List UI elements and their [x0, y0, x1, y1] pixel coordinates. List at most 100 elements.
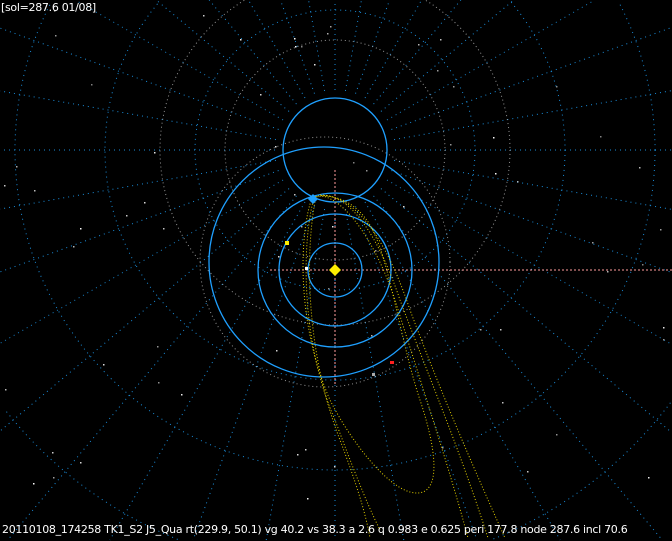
meteor-trails [302, 194, 506, 539]
star [275, 146, 277, 148]
grid-spoke [0, 179, 284, 344]
star [375, 250, 377, 252]
grid-spoke [192, 206, 315, 541]
star [660, 229, 662, 231]
star [4, 185, 6, 187]
stars [4, 10, 665, 500]
grid-spoke [380, 188, 672, 434]
grid-spoke [208, 0, 297, 105]
star [157, 346, 159, 348]
star [276, 350, 278, 352]
star [126, 215, 128, 217]
grid-ring [3, 408, 178, 540]
star [328, 288, 330, 290]
star [301, 226, 303, 228]
star [314, 64, 316, 66]
star [418, 44, 420, 46]
star [34, 190, 36, 192]
grid-spoke [364, 0, 423, 99]
star [500, 329, 502, 331]
star [203, 15, 205, 17]
grid-spoke [279, 0, 315, 94]
star [642, 264, 644, 266]
grid-spoke [74, 0, 284, 121]
star [260, 94, 262, 96]
star [353, 162, 355, 164]
planet-orbits [208, 97, 440, 378]
star [663, 339, 665, 341]
grid-spoke [394, 90, 672, 141]
star [55, 35, 57, 37]
grid-spoke [386, 179, 672, 346]
star [592, 242, 594, 244]
star [527, 471, 529, 473]
grid-spoke [364, 201, 561, 541]
grid-ring [619, 4, 656, 150]
star [158, 382, 160, 384]
grid-spoke [308, 0, 326, 91]
grid-spoke [7, 195, 297, 541]
star [495, 173, 497, 175]
star [556, 86, 558, 88]
star [437, 70, 439, 72]
star [54, 10, 56, 12]
star [297, 454, 299, 456]
white-body-marker [305, 267, 308, 270]
grid-spoke [0, 159, 276, 210]
star [600, 136, 602, 138]
grid-spoke [355, 206, 478, 541]
star [648, 477, 650, 479]
star [73, 246, 75, 248]
planet-icon [308, 194, 318, 204]
star [517, 181, 519, 183]
star [639, 167, 641, 169]
grid-spoke [109, 201, 306, 541]
star [366, 170, 368, 172]
star [52, 452, 54, 454]
status-line: 20110108_174258 TK1_S2 J5_Qua rt(229.9, … [2, 523, 628, 536]
star [607, 271, 609, 273]
grid-spoke [373, 0, 462, 105]
red-body-marker [390, 361, 394, 364]
grid-spoke [344, 0, 362, 91]
star [301, 46, 303, 48]
star [278, 256, 280, 258]
star [33, 483, 35, 485]
gray-body-marker [372, 373, 375, 376]
sun-icon [329, 264, 341, 276]
star [53, 477, 55, 479]
star [403, 206, 405, 208]
star [305, 449, 307, 451]
grid-spoke [344, 209, 405, 541]
star [330, 26, 332, 28]
star [16, 166, 18, 168]
star [294, 38, 296, 40]
yellow-body-marker [285, 241, 289, 245]
sol-label: [sol=287.6 01/08] [1, 1, 96, 14]
grid-spoke [0, 27, 279, 130]
star [295, 46, 297, 48]
star [480, 329, 482, 331]
star [5, 389, 7, 391]
star [442, 447, 444, 449]
star [450, 144, 452, 146]
star [493, 137, 495, 139]
grid-spoke [0, 170, 279, 273]
grid-spoke [373, 195, 663, 541]
grid-spoke [265, 209, 326, 541]
grid-spoke [391, 170, 672, 274]
grid-spoke [155, 0, 290, 112]
grid-ring [104, 1, 566, 381]
star [556, 434, 558, 436]
star [663, 327, 665, 329]
grid-ring [510, 1, 566, 150]
star [80, 228, 82, 230]
grid-spoke [0, 90, 276, 141]
grid-spoke [380, 0, 515, 112]
star [502, 402, 504, 404]
grid-ring [492, 402, 671, 540]
star [144, 202, 146, 204]
grid-spoke [247, 0, 306, 99]
star [327, 33, 329, 35]
